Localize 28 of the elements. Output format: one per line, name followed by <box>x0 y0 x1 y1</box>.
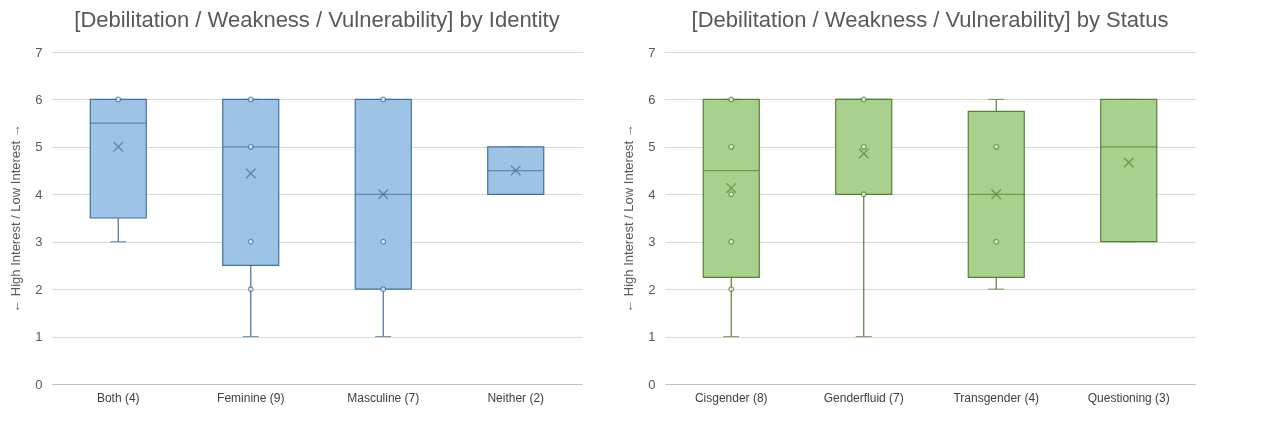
y-tick-label: 7 <box>648 44 656 60</box>
y-tick-label: 5 <box>648 139 656 155</box>
x-tick-label: Neither (2) <box>487 390 545 405</box>
y-tick-label: 0 <box>648 376 656 392</box>
y-tick-label: 4 <box>35 186 43 202</box>
x-tick-label: Cisgender (8) <box>694 390 768 405</box>
x-tick-label: Feminine (9) <box>217 390 285 405</box>
y-tick-label: 2 <box>35 281 43 297</box>
y-tick-label: 1 <box>35 329 43 345</box>
y-tick-label: 6 <box>35 91 43 107</box>
y-tick-label: 0 <box>35 376 43 392</box>
y-tick-label: 4 <box>648 186 656 202</box>
y-tick-label: 1 <box>648 329 656 345</box>
y-tick-label: 2 <box>648 281 656 297</box>
chart-title: [Debilitation / Weakness / Vulnerability] by Status <box>691 7 1169 32</box>
y-tick-label: 3 <box>648 234 656 250</box>
y-tick-label: 3 <box>35 234 43 250</box>
x-tick-label: Genderfluid (7) <box>823 390 904 405</box>
x-tick-label: Masculine (7) <box>347 390 420 405</box>
y-axis-title: ← High Interest / Low Interest → <box>8 124 24 313</box>
y-tick-label: 5 <box>35 139 43 155</box>
x-tick-label: Both (4) <box>96 390 140 405</box>
x-tick-label: Transgender (4) <box>953 390 1040 405</box>
x-tick-label: Questioning (3) <box>1087 390 1170 405</box>
y-tick-label: 6 <box>648 91 656 107</box>
y-axis-title: ← High Interest / Low Interest → <box>621 124 637 313</box>
y-tick-label: 7 <box>35 44 43 60</box>
chart-title: [Debilitation / Weakness / Vulnerability] by Identity <box>74 7 560 32</box>
